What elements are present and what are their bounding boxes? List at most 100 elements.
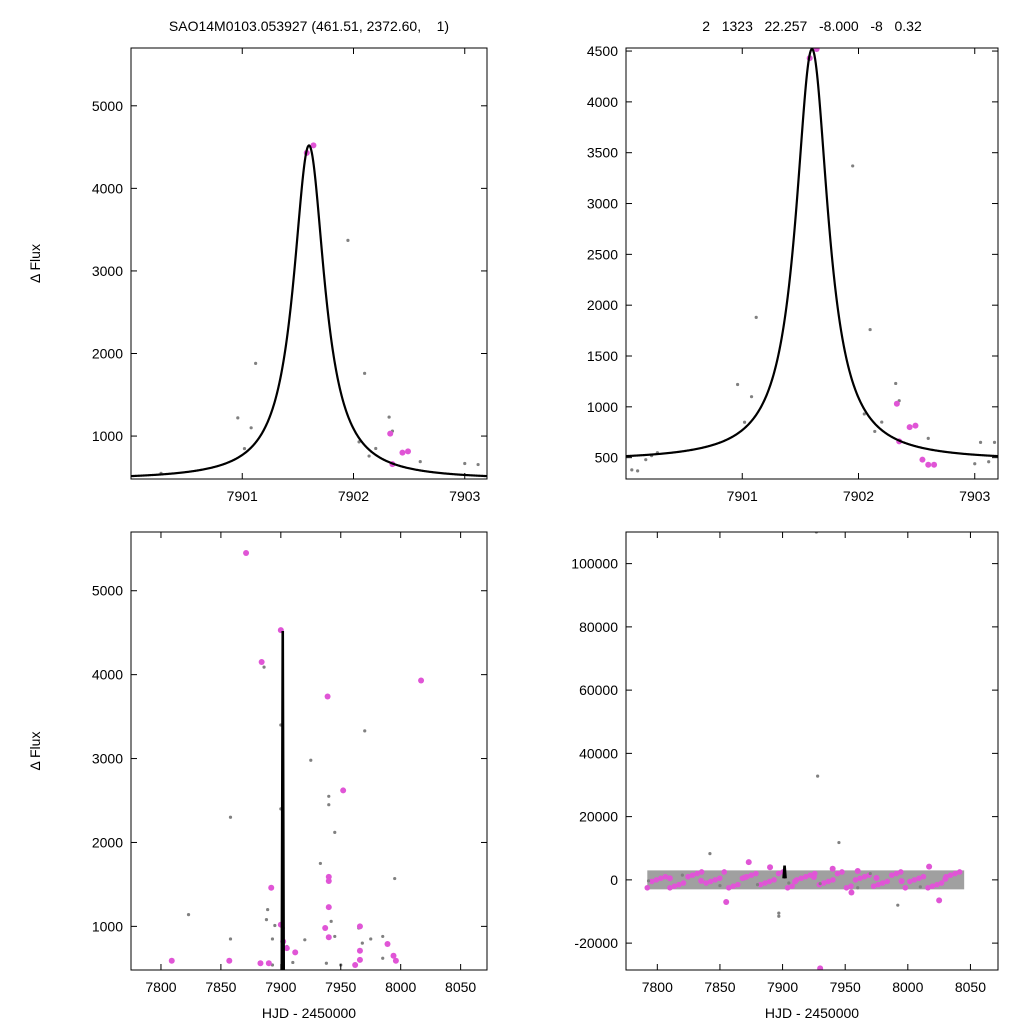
panel-top-left: 7901 7902 7903 1000 2000 3000 4000 5000 Δ Flux <box>27 47 488 504</box>
data-point-magenta <box>757 881 764 888</box>
data-point-magenta <box>848 883 854 889</box>
data-point-gray <box>862 412 866 416</box>
data-point-magenta <box>666 875 673 882</box>
x-tick-label: 7800 <box>642 979 673 995</box>
data-point-gray <box>324 961 328 965</box>
data-point-magenta <box>912 422 919 429</box>
data-point-magenta <box>310 142 317 149</box>
data-point-gray <box>262 665 266 669</box>
data-point-gray <box>254 361 258 366</box>
y-tick-label: 5000 <box>92 583 123 599</box>
data-point-magenta <box>873 874 880 881</box>
data-point-magenta <box>936 897 943 904</box>
data-point-gray <box>837 840 841 845</box>
data-point-gray <box>868 871 872 876</box>
data-point-gray <box>973 462 977 466</box>
data-point-magenta <box>766 878 773 885</box>
data-point-magenta <box>671 883 678 889</box>
data-point-magenta <box>893 870 900 877</box>
data-point-magenta <box>405 448 412 455</box>
data-point-magenta <box>884 878 891 885</box>
data-point-magenta <box>268 884 275 891</box>
data-point-gray <box>363 371 367 375</box>
data-point-magenta <box>753 870 759 877</box>
data-point-magenta <box>698 877 705 884</box>
data-point-magenta <box>952 870 958 877</box>
data-point-magenta <box>392 957 399 964</box>
data-point-gray <box>363 729 367 733</box>
data-point-magenta <box>265 960 272 967</box>
data-point-gray <box>742 420 747 424</box>
data-point-gray <box>381 934 385 939</box>
data-point-magenta <box>418 677 425 684</box>
data-point-magenta <box>322 925 329 932</box>
data-point-gray <box>228 815 233 819</box>
data-point-magenta <box>748 872 755 878</box>
data-point-magenta <box>775 870 782 877</box>
data-point-magenta <box>649 878 655 885</box>
data-point-magenta <box>942 875 949 882</box>
data-point-magenta <box>356 956 363 963</box>
x-tick-label: 7850 <box>205 979 236 995</box>
data-point-magenta <box>854 868 861 875</box>
data-point-gray <box>851 164 855 168</box>
data-point-magenta <box>662 873 669 880</box>
data-point-magenta <box>685 873 691 880</box>
data-point-magenta <box>741 874 748 881</box>
data-point-gray <box>228 937 233 941</box>
data-point-gray <box>270 937 275 941</box>
data-point-magenta <box>893 400 900 407</box>
data-point-magenta <box>813 48 820 53</box>
data-point-magenta <box>789 883 795 889</box>
x-tick-label: 8050 <box>445 979 476 995</box>
data-point-magenta <box>931 461 938 468</box>
data-point-magenta <box>707 878 714 885</box>
data-point-magenta <box>324 693 331 700</box>
data-point-magenta <box>906 424 913 431</box>
data-point-magenta <box>680 880 687 886</box>
data-point-magenta <box>676 881 682 888</box>
data-point-gray <box>777 911 781 915</box>
right-plot-title: 2 1323 22.257 -8.000 -8 0.32 <box>702 18 922 34</box>
data-point-magenta <box>916 875 922 882</box>
data-point-gray <box>708 852 712 856</box>
data-point-magenta <box>802 873 809 880</box>
plot-frame <box>625 531 999 971</box>
data-point-magenta <box>830 877 836 883</box>
data-point-gray <box>236 416 240 420</box>
data-point-magenta <box>825 878 832 885</box>
data-point-gray <box>856 886 860 890</box>
data-point-gray <box>381 956 385 960</box>
y-tick-label: 3000 <box>587 196 618 212</box>
data-point-magenta <box>919 456 926 463</box>
data-point-magenta <box>907 878 913 885</box>
data-point-magenta <box>257 960 264 967</box>
data-point-gray <box>680 873 684 877</box>
data-point-magenta <box>716 875 723 882</box>
data-point-magenta <box>694 870 700 877</box>
data-point-magenta <box>698 869 705 875</box>
data-point-magenta <box>399 449 406 456</box>
data-point-gray <box>818 882 822 886</box>
data-point-magenta <box>745 859 752 866</box>
data-point-gray <box>880 420 884 424</box>
data-point-magenta <box>925 884 931 891</box>
y-tick-label: 1000 <box>92 918 123 934</box>
data-point-magenta <box>168 957 175 964</box>
data-point-magenta <box>902 884 909 891</box>
data-point-magenta <box>292 949 299 956</box>
y-tick-label: 60000 <box>579 682 618 698</box>
data-point-magenta <box>703 880 709 886</box>
x-tick-label: 7950 <box>325 979 356 995</box>
x-tick-label: 8050 <box>955 979 986 995</box>
x-tick-label: 7800 <box>145 979 176 995</box>
x-tick-label: 7903 <box>449 488 480 504</box>
panel-top-right: 7901 7902 7903 500 1000 1500 2000 2500 3000 3500 4… <box>587 43 999 504</box>
data-point-magenta <box>929 883 936 889</box>
fit-curve <box>131 144 487 478</box>
data-point-gray <box>754 315 758 319</box>
data-point-magenta <box>721 869 728 875</box>
data-point-gray <box>896 903 900 907</box>
panel-bottom-right: 7800 7850 7900 7950 8000 8050 -20000 0 20000 4000… <box>571 531 999 1021</box>
plot-area <box>168 549 425 970</box>
